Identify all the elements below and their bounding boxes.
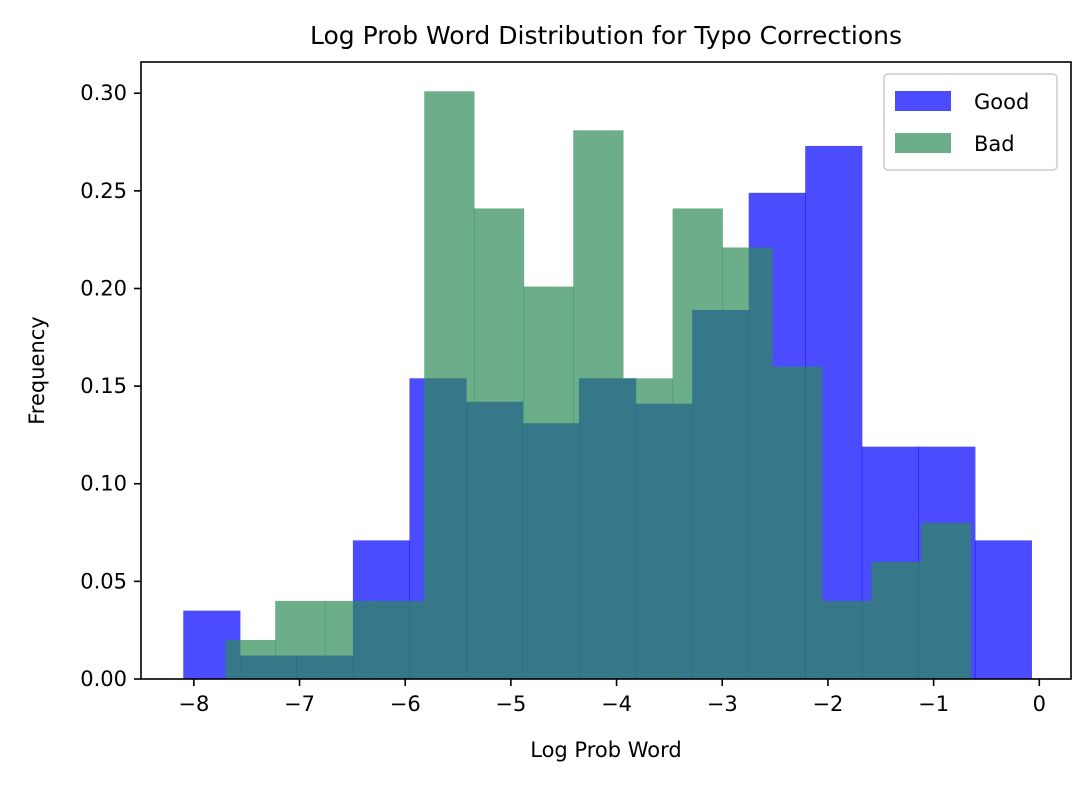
- x-tick-label: −1: [918, 692, 949, 716]
- x-tick-label: −5: [495, 692, 526, 716]
- bar-bad-3: [374, 600, 425, 679]
- x-tick-label: −2: [812, 692, 843, 716]
- legend-box: [883, 73, 1058, 171]
- legend-label-good: Good: [974, 90, 1029, 114]
- bar-bad-10: [722, 247, 773, 680]
- bar-bad-14: [920, 522, 972, 679]
- x-axis: −8 −7 −6 −5 −4 −3 −2 −1 0: [178, 679, 1046, 716]
- y-tick-label: 0.30: [80, 81, 127, 105]
- y-tick-label: 0.20: [80, 276, 127, 300]
- bar-bad-6: [523, 286, 574, 679]
- series-bad: [225, 91, 972, 680]
- y-tick-label: 0.10: [80, 472, 127, 496]
- bars-layer: [183, 91, 1032, 680]
- legend-label-bad: Bad: [974, 132, 1015, 156]
- plot-frame: [140, 61, 1072, 680]
- x-tick-label: −7: [284, 692, 315, 716]
- y-tick-label: 0.25: [80, 179, 127, 203]
- chart-title: Log Prob Word Distribution for Typo Corr…: [310, 21, 902, 50]
- y-tick-label: 0.15: [80, 374, 127, 398]
- x-axis-label: Log Prob Word: [530, 738, 681, 762]
- bar-bad-13: [871, 561, 922, 679]
- y-tick-label: 0.05: [80, 569, 127, 593]
- bar-bad-1: [275, 600, 326, 679]
- legend: Good Bad: [883, 73, 1058, 171]
- bar-good-14: [974, 540, 1032, 679]
- x-tick-label: −4: [601, 692, 632, 716]
- y-axis: 0.00 0.05 0.10 0.15 0.20 0.25 0.30: [80, 81, 141, 691]
- y-axis-label: Frequency: [25, 316, 49, 425]
- y-tick-label: 0.00: [80, 667, 127, 691]
- legend-swatch-good: [895, 91, 951, 111]
- x-tick-label: −6: [390, 692, 421, 716]
- bar-bad-11: [771, 366, 823, 679]
- x-tick-label: −8: [178, 692, 209, 716]
- bar-bad-12: [821, 600, 872, 679]
- bar-bad-9: [672, 208, 723, 679]
- bar-bad-2: [324, 600, 376, 679]
- bar-bad-0: [225, 639, 276, 679]
- legend-swatch-bad: [895, 133, 951, 153]
- bar-bad-5: [473, 208, 525, 679]
- bar-bad-4: [424, 91, 475, 680]
- bar-bad-8: [622, 378, 674, 679]
- bar-bad-7: [573, 130, 624, 680]
- x-tick-label: 0: [1033, 692, 1046, 716]
- x-tick-label: −3: [707, 692, 738, 716]
